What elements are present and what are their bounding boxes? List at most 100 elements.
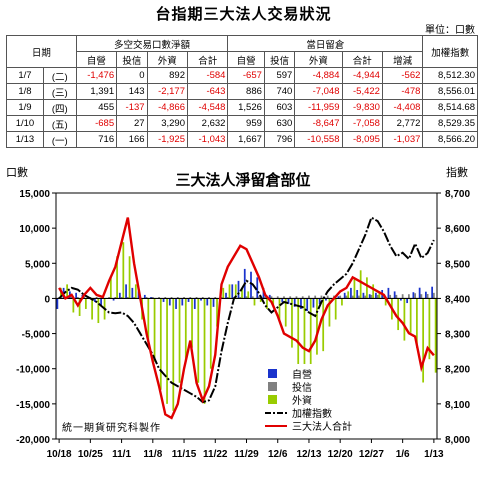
legend-label: 外資 <box>292 395 312 407</box>
bar-prop <box>212 298 215 307</box>
bar-trust <box>214 297 217 299</box>
bar-prop <box>131 287 134 299</box>
bar-prop <box>193 298 196 309</box>
row-index-value: 8,566.20 <box>422 131 478 148</box>
bar-trust <box>189 297 192 299</box>
table-row: 1/10 (五) -685 27 3,290 2,632 959 630 -8,647 -7,05… <box>6 115 478 132</box>
bar-prop <box>112 298 115 301</box>
bar-foreign <box>159 298 162 390</box>
x-tick-label: 1/13 <box>424 449 444 460</box>
row-weekday: (二) <box>42 67 77 84</box>
legend-label: 三大法人合計 <box>292 420 352 433</box>
bar-foreign <box>134 284 137 299</box>
row-oi-value: -9,830 <box>341 99 383 116</box>
row-oi-value: 740 <box>263 83 296 100</box>
bar-foreign <box>253 298 256 306</box>
bar-foreign <box>91 298 93 320</box>
bar-prop <box>306 298 309 312</box>
bar-trust <box>201 297 204 299</box>
row-date: 1/10 <box>6 115 44 132</box>
row-oi-value: -5,422 <box>341 83 383 100</box>
bar-prop <box>406 298 409 304</box>
row-oi-value: -10,558 <box>294 131 343 148</box>
bar-trust <box>426 294 429 299</box>
bar-trust <box>376 294 379 299</box>
row-index-value: 8,529.35 <box>422 115 478 132</box>
bar-foreign <box>216 298 218 327</box>
bar-foreign <box>309 298 312 366</box>
header-net-group: 多空交易口數淨額 <box>75 35 229 52</box>
bar-prop <box>206 298 209 306</box>
bar-trust <box>183 297 185 299</box>
bar-trust <box>295 296 298 299</box>
row-oi-value: -4,884 <box>294 67 343 84</box>
legend-label: 自營 <box>292 368 312 381</box>
bar-foreign <box>428 298 431 360</box>
bar-foreign <box>147 298 150 341</box>
bar-foreign <box>378 291 381 299</box>
left-tick-label: 5,000 <box>25 259 50 270</box>
left-tick-label: -5,000 <box>22 330 51 341</box>
bar-trust <box>314 295 317 299</box>
header-net-total: 合計 <box>186 51 229 68</box>
bar-prop <box>400 298 402 301</box>
row-net-value: 27 <box>116 115 148 132</box>
bar-foreign <box>66 284 68 299</box>
row-net-value: -1,925 <box>146 131 189 148</box>
right-tick-label: 8,100 <box>445 400 470 411</box>
header-net-trust: 投信 <box>116 51 148 68</box>
bar-foreign <box>97 298 100 324</box>
bar-trust <box>301 296 304 299</box>
legend-label: 投信 <box>292 381 312 394</box>
bar-prop <box>368 294 371 299</box>
row-oi-value: -7,058 <box>341 115 383 132</box>
header-oi-prop: 自營 <box>227 51 265 68</box>
bar-prop <box>250 271 252 299</box>
row-net-value: 2,632 <box>186 115 229 132</box>
bar-prop <box>118 292 121 299</box>
bar-prop <box>350 287 352 299</box>
row-net-value: -4,548 <box>186 99 229 116</box>
row-net-value: -2,177 <box>146 83 189 100</box>
bar-foreign <box>222 287 225 299</box>
row-oi-value: 1,667 <box>227 131 265 148</box>
legend-swatch <box>268 395 277 404</box>
row-oi-value: -478 <box>381 83 424 100</box>
row-index-value: 8,514.68 <box>422 99 478 116</box>
bar-trust <box>95 297 98 299</box>
bar-foreign <box>359 270 362 299</box>
bar-foreign <box>416 298 418 348</box>
index-line <box>58 216 435 404</box>
row-date: 1/8 <box>6 83 44 100</box>
net-position-chart: 三大法人淨留倉部位 口數 指數 15,000 10,000 5,000 0 -5,000 -10… <box>6 165 470 460</box>
row-net-value: -685 <box>75 115 118 132</box>
bar-prop <box>362 292 365 299</box>
bar-foreign <box>272 298 275 306</box>
row-index-value: 8,512.30 <box>422 67 478 84</box>
bar-trust <box>326 295 329 299</box>
bar-trust <box>151 297 154 299</box>
bar-prop <box>168 298 171 306</box>
right-tick-label: 8,200 <box>445 365 470 376</box>
row-net-value: -584 <box>186 67 229 84</box>
row-date: 1/7 <box>6 67 44 84</box>
bar-foreign <box>72 298 75 313</box>
bar-prop <box>125 284 127 299</box>
bar-foreign <box>197 298 200 383</box>
right-axis-label: 指數 <box>446 165 468 179</box>
bar-trust <box>283 296 285 299</box>
bar-foreign <box>191 298 193 348</box>
bar-foreign <box>284 298 287 327</box>
bar-trust <box>408 294 410 299</box>
bar-trust <box>133 297 135 299</box>
bar-trust <box>126 297 129 299</box>
bar-prop <box>325 298 327 301</box>
bar-foreign <box>366 277 368 299</box>
x-tick-label: 11/1 <box>112 449 131 460</box>
bar-foreign <box>422 298 425 383</box>
left-tick-label: 10,000 <box>19 224 50 235</box>
bar-prop <box>375 292 377 299</box>
bar-foreign <box>403 298 406 341</box>
bar-trust <box>414 293 417 299</box>
bar-foreign <box>184 298 187 362</box>
